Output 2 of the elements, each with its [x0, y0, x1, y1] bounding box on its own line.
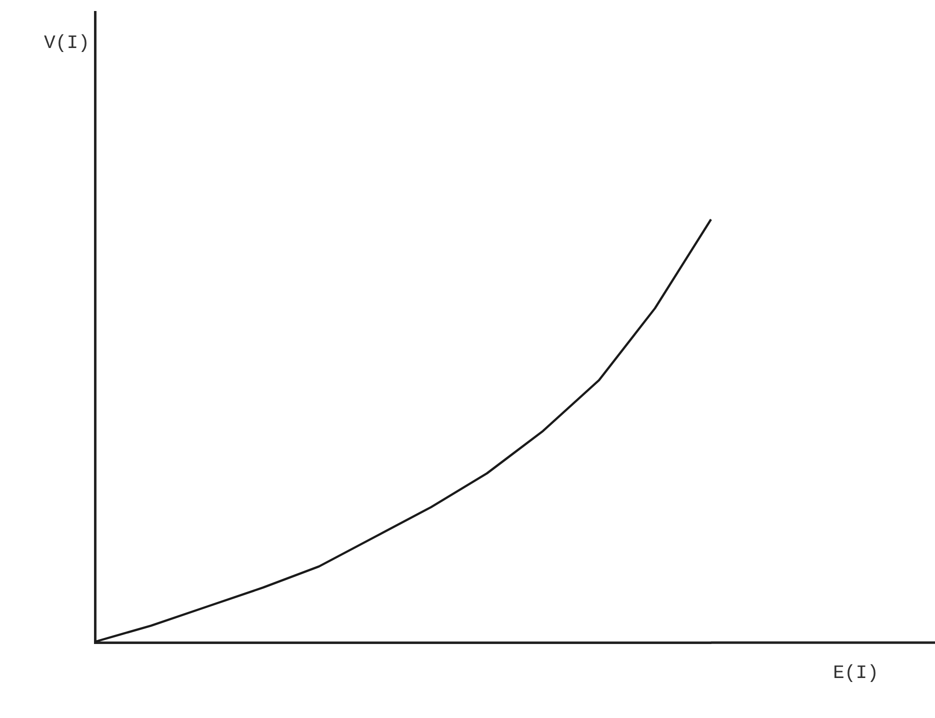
text: V(I): [44, 32, 90, 54]
text: E(I): [833, 662, 879, 684]
